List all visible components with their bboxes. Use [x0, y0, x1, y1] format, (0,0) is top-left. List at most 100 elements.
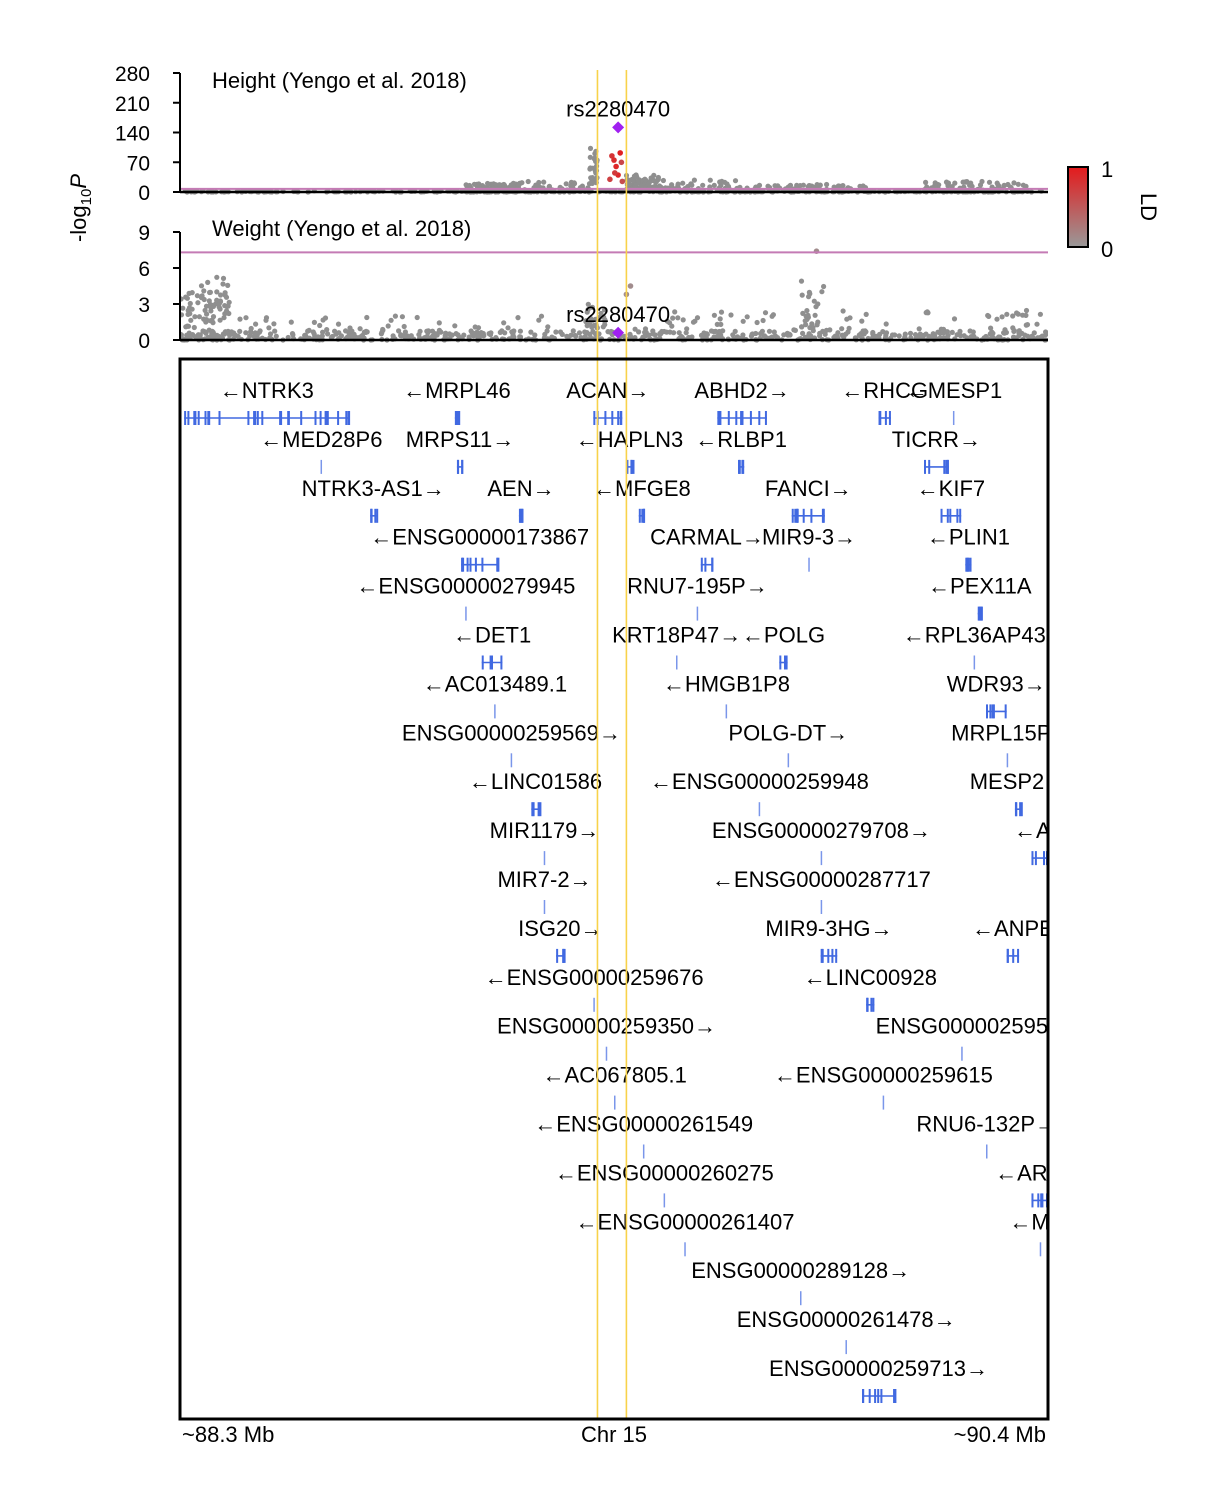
snp-point [496, 182, 503, 188]
snp-point [568, 332, 574, 338]
gene-exon [959, 508, 962, 523]
panel-title-height: Height (Yengo et al. 2018) [212, 68, 467, 93]
snp-point [188, 317, 194, 323]
snp-point [999, 314, 1005, 320]
gene-exon [500, 655, 503, 670]
gene-exon [717, 411, 720, 425]
snp-point [220, 281, 226, 287]
gene-label: ←LINC00928 [804, 965, 937, 990]
snp-point [672, 309, 678, 315]
snp-point [317, 322, 323, 329]
snp-point [202, 307, 208, 313]
snp-point [994, 180, 1000, 186]
snp-point [587, 166, 593, 172]
gene: ←RPL36AP43 [903, 623, 1046, 670]
snp-point [754, 319, 760, 326]
snp-point [505, 325, 511, 331]
snp-point [399, 314, 405, 320]
gene-exon [810, 508, 813, 523]
snp-point [1011, 180, 1017, 186]
gene: MESP2→ [970, 769, 1048, 817]
gene-exon [928, 459, 931, 474]
gene-label: ←ANPE [972, 916, 1054, 941]
snp-point [364, 314, 370, 321]
gene: ENSG000002595 [876, 1014, 1048, 1061]
snp-point [791, 327, 797, 333]
gene-exon [946, 508, 949, 523]
snp-point [509, 329, 515, 335]
gene-label: ←ARPIN [995, 1160, 1084, 1185]
gene-exon [986, 1144, 988, 1159]
snp-point [222, 290, 228, 296]
gene-exon [827, 948, 830, 963]
gene: ←PEX11A [928, 574, 1032, 621]
gene-exon [663, 1193, 666, 1208]
snp-point [189, 290, 195, 296]
gene-label: ←ENSG00000279945 [356, 574, 575, 599]
snp-point [835, 330, 841, 336]
snp-point [528, 329, 534, 335]
snp-point [478, 330, 484, 336]
gene-exon [749, 411, 752, 425]
snp-point [802, 318, 808, 324]
gene-exon [461, 459, 464, 474]
gene-exon [454, 411, 457, 425]
gene-exon [184, 411, 187, 425]
snp-point [766, 328, 773, 334]
snp-point [485, 180, 491, 187]
snp-point [436, 320, 442, 326]
snp-point [646, 180, 652, 186]
snp-point [216, 304, 222, 310]
gene-exon [1039, 1242, 1042, 1257]
gene: ←ANPE [972, 916, 1054, 963]
gene-label: POLG-DT→ [728, 720, 848, 745]
gene: ←MFGE8 [593, 476, 691, 523]
snp-point [452, 323, 458, 329]
snp-point [191, 324, 197, 331]
gene-label: ←ENSG00000173867 [370, 525, 589, 550]
snp-point [221, 315, 227, 321]
gene: FANCI→ [765, 476, 852, 523]
gene-exon [593, 997, 595, 1012]
gene: ←ENSG00000259676 [485, 965, 704, 1012]
snp-point [253, 321, 259, 327]
gene: ←LINC01586 [469, 769, 602, 817]
gene-exon [641, 508, 644, 523]
snp-point [466, 334, 472, 340]
snp-point-ld [627, 283, 634, 289]
gene-exon [193, 411, 196, 425]
snp-point [206, 298, 212, 304]
gene: ←RHCG [841, 378, 928, 425]
snp-point [718, 332, 724, 338]
snp-point [635, 178, 641, 184]
lead-snp-label: rs2280470 [566, 96, 670, 121]
panel-weight: rs2280470 0 3 6 9 [138, 222, 1048, 353]
gene-exon [820, 948, 823, 963]
snp-point [1023, 183, 1029, 189]
gene: MIR9-3→ [762, 525, 856, 572]
gene-label: ENSG00000279708→ [712, 818, 931, 843]
snp-point [272, 328, 278, 334]
gene-exon [822, 508, 825, 523]
gene-exon [696, 606, 699, 621]
gene-exon [469, 557, 472, 572]
gene-exon [880, 1389, 883, 1403]
snp-point [814, 182, 820, 188]
snp-point [1004, 311, 1010, 317]
gene-exon [494, 704, 496, 719]
gene-exon [787, 753, 790, 768]
gene-exon [207, 411, 210, 425]
gene-exon [531, 802, 534, 817]
gene-label: ←RHCG [841, 378, 928, 403]
points-group [180, 248, 1048, 343]
snp-point [401, 323, 407, 330]
snp-point [263, 315, 270, 321]
snp-point [273, 333, 279, 339]
snp-point [923, 179, 929, 185]
snp-point [657, 330, 663, 337]
gene-label: MIR1179→ [490, 818, 600, 843]
gene-exon [862, 1389, 864, 1403]
ld-legend-title: LD [1136, 193, 1161, 221]
snp-point [744, 314, 750, 320]
